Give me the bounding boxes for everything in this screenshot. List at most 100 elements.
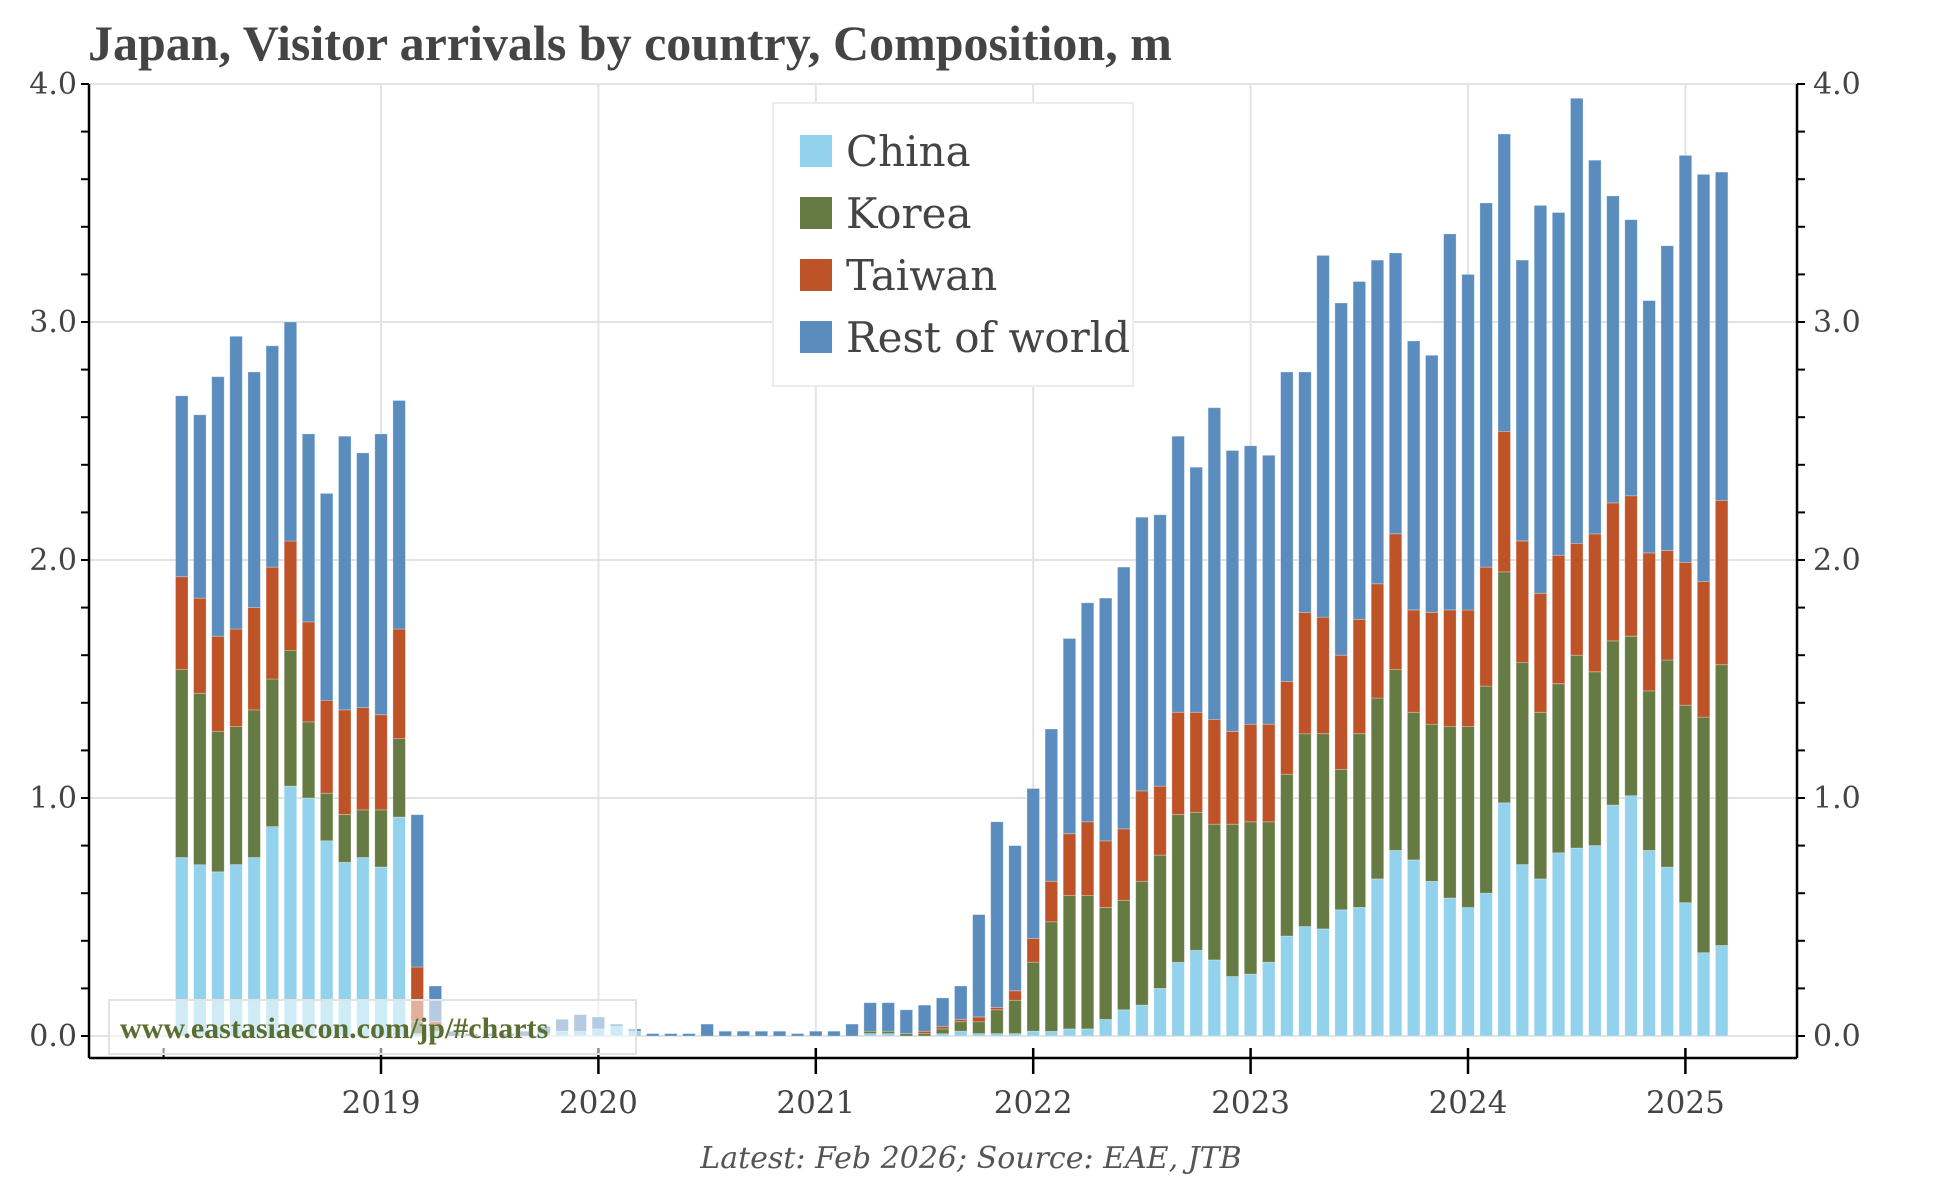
bar-segment-rest-of-world xyxy=(1425,354,1439,613)
y-tick-label-left: 4.0 xyxy=(29,67,77,102)
bar-segment-rest-of-world xyxy=(1696,173,1711,582)
bar-segment-taiwan xyxy=(1570,542,1584,656)
y-tick-label-left: 0.0 xyxy=(29,1019,77,1054)
bar-segment-taiwan xyxy=(1062,833,1077,897)
bar-segment-rest-of-world xyxy=(1642,300,1656,554)
bar-segment-korea xyxy=(1026,961,1040,1032)
bar-segment-taiwan xyxy=(1044,880,1058,923)
bar-segment-korea xyxy=(211,731,225,873)
bar-segment-china xyxy=(1570,847,1584,1037)
bar-segment-rest-of-world xyxy=(1407,340,1421,611)
bar-segment-taiwan xyxy=(211,635,225,732)
bar-segment-taiwan xyxy=(319,700,334,794)
bar-segment-rest-of-world xyxy=(1497,133,1511,432)
bar-segment-taiwan xyxy=(1298,612,1312,735)
bar-segment-china xyxy=(283,785,298,1037)
bar-segment-rest-of-world xyxy=(1026,788,1040,939)
bar-segment-rest-of-world xyxy=(1135,516,1149,792)
bar-segment-taiwan xyxy=(283,540,298,651)
bar-segment-taiwan xyxy=(1243,723,1258,823)
bar-segment-china xyxy=(1099,1018,1113,1037)
bar-segment-china xyxy=(1660,866,1674,1037)
bar-segment-rest-of-world xyxy=(1588,159,1602,535)
bar-segment-korea xyxy=(1008,999,1022,1034)
bar-segment-china xyxy=(1497,802,1511,1037)
bar-segment-china xyxy=(1062,1028,1077,1037)
bar-segment-korea xyxy=(1189,811,1203,951)
bar-segment-korea xyxy=(1225,823,1240,977)
bar-segment-taiwan xyxy=(1153,785,1167,856)
bar-segment-taiwan xyxy=(1606,502,1620,642)
axes xyxy=(87,84,1799,1060)
bar-segment-china xyxy=(1407,859,1421,1037)
bar-segment-taiwan xyxy=(1316,616,1330,735)
bar-segment-korea xyxy=(175,669,189,858)
bar-segment-korea xyxy=(1570,654,1584,849)
bar-segment-china xyxy=(1515,864,1529,1037)
bar-segment-rest-of-world xyxy=(899,1009,913,1034)
bar-segment-taiwan xyxy=(1551,554,1566,685)
bar-segment-taiwan xyxy=(1099,840,1113,908)
bar-segment-rest-of-world xyxy=(265,345,280,568)
bar-segment-china xyxy=(1243,973,1258,1037)
bar-segment-taiwan xyxy=(972,1016,986,1023)
bar-segment-china xyxy=(1551,852,1566,1037)
bar-segment-rest-of-world xyxy=(1044,728,1058,882)
watermark: www.eastasiaecon.com/jp/#charts xyxy=(108,999,637,1055)
bar-segment-taiwan xyxy=(1280,681,1294,775)
bar-segment-taiwan xyxy=(1624,495,1638,637)
bar-segment-rest-of-world xyxy=(1062,638,1077,835)
bar-segment-china xyxy=(1080,1028,1095,1037)
bar-segment-korea xyxy=(1642,690,1656,851)
bar-segment-korea xyxy=(1135,880,1149,1006)
bar-segment-china xyxy=(1334,909,1348,1037)
bar-segment-taiwan xyxy=(338,709,352,816)
bar-segment-rest-of-world xyxy=(772,1030,787,1037)
bar-segment-rest-of-world xyxy=(1117,566,1131,830)
bar-segment-taiwan xyxy=(1026,938,1040,963)
bar-segment-rest-of-world xyxy=(1533,204,1548,594)
bar-segment-rest-of-world xyxy=(410,814,424,968)
bar-segment-rest-of-world xyxy=(736,1030,750,1037)
bar-segment-rest-of-world xyxy=(247,371,261,609)
bar-segment-rest-of-world xyxy=(1243,445,1258,725)
legend-swatch-rest-of-world xyxy=(800,321,832,353)
bar-segment-rest-of-world xyxy=(791,1033,805,1037)
bar-segment-china xyxy=(1135,1004,1149,1037)
x-tick-label: 2021 xyxy=(776,1085,855,1121)
bar-segment-taiwan xyxy=(1515,540,1529,663)
bar-segment-rest-of-world xyxy=(936,997,950,1027)
bar-segment-taiwan xyxy=(1207,719,1221,825)
bar-segment-taiwan xyxy=(175,576,189,670)
bar-segment-taiwan xyxy=(193,597,207,694)
bar-segment-korea xyxy=(1479,685,1493,894)
bar-segment-taiwan xyxy=(1008,990,1022,1001)
bar-segment-korea xyxy=(301,721,316,799)
bar-segment-rest-of-world xyxy=(1678,154,1693,563)
bar-segment-taiwan xyxy=(1461,609,1475,727)
bar-segment-china xyxy=(1225,976,1240,1037)
y-tick-label-left: 2.0 xyxy=(29,543,77,578)
bar-segment-korea xyxy=(1551,683,1566,854)
y-axis-left: 0.0 1.0 2.0 3.0 4.0 xyxy=(29,67,89,1054)
bar-segment-rest-of-world xyxy=(1606,195,1620,504)
bar-segment-taiwan xyxy=(1642,552,1656,692)
bar-segment-korea xyxy=(1407,711,1421,861)
chart-title: Japan, Visitor arrivals by country, Comp… xyxy=(88,15,1172,71)
legend-swatch-china xyxy=(800,135,832,167)
bar-segment-taiwan xyxy=(1262,723,1276,823)
bar-segment-taiwan xyxy=(1588,533,1602,673)
bar-segment-korea xyxy=(1334,769,1348,911)
bar-segment-taiwan xyxy=(1352,619,1366,735)
bar-segment-korea xyxy=(1533,711,1548,880)
bar-segment-taiwan xyxy=(1117,828,1131,901)
y-tick-label-right: 2.0 xyxy=(1813,543,1861,578)
bar-segment-china xyxy=(1298,926,1312,1037)
bar-segment-rest-of-world xyxy=(972,914,986,1018)
bar-segment-korea xyxy=(1696,716,1711,954)
bar-segment-rest-of-world xyxy=(301,433,316,623)
bar-segment-taiwan xyxy=(1660,550,1674,661)
watermark-text: www.eastasiaecon.com/jp/#charts xyxy=(120,1012,548,1045)
bar-segment-rest-of-world xyxy=(1189,466,1203,713)
bar-segment-rest-of-world xyxy=(1225,450,1240,732)
